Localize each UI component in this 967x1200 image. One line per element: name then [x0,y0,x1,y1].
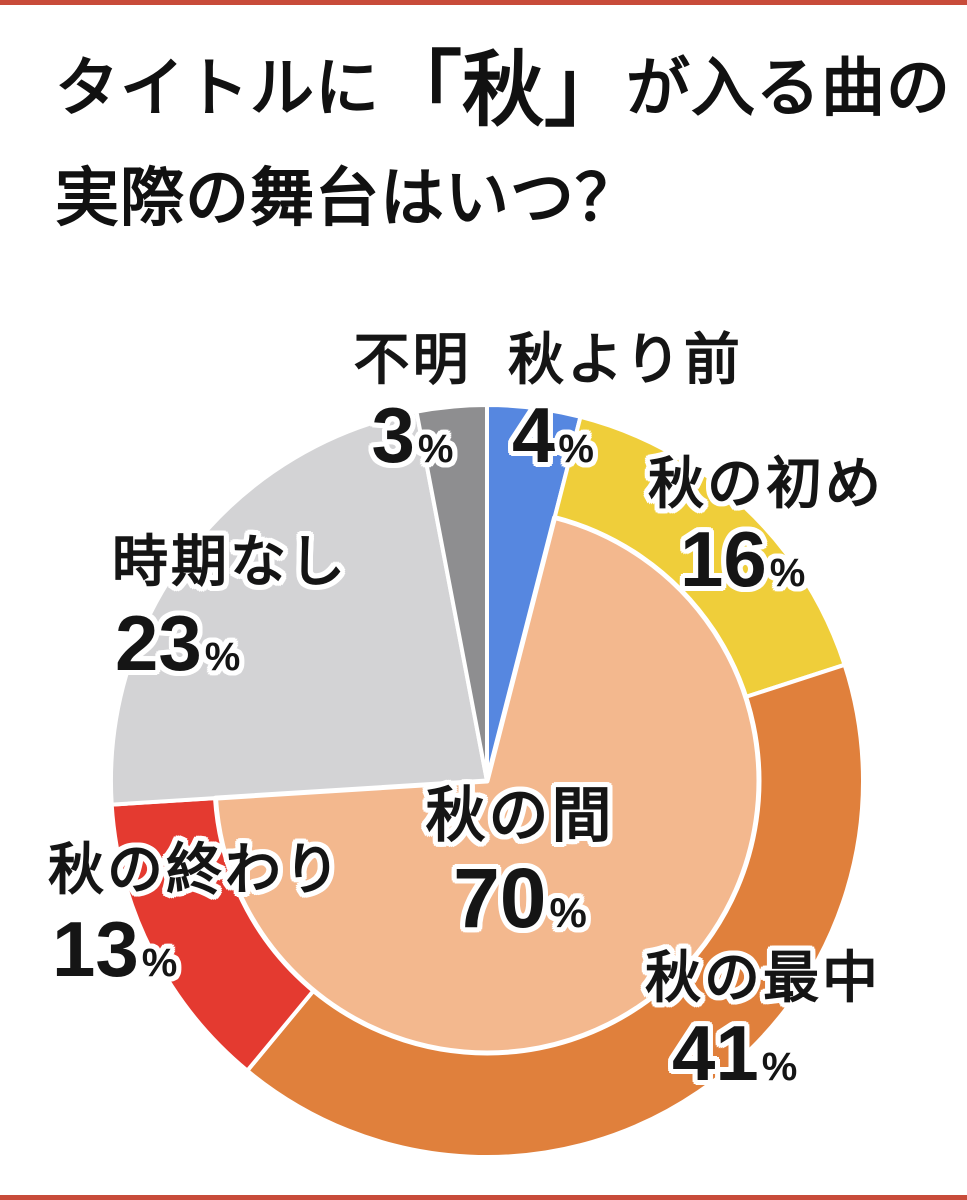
percent-sign: % [558,427,594,471]
slice-label-unknown: 不明 3% [345,328,480,479]
slice-label-late-autumn: 秋の終わり 13% [48,838,343,993]
slice-label-early-autumn: 秋の初め 16% [648,452,884,603]
percent-sign: % [141,941,178,985]
pie-overlay-sector [213,515,762,1056]
slice-label-value: 3% [371,391,454,479]
pie-slice-5 [414,403,489,783]
title-line-2: 実際の舞台はいつ？ [55,162,640,235]
slice-label-text: 秋の最中 [645,946,881,1009]
slice-label-text: 秋の間 [425,782,615,849]
title-part-1: タイトルに [55,52,380,124]
title-part-emphasis: 「秋」 [380,45,627,136]
slice-label-value: 23% [115,599,241,687]
slice-label-text: 秋の初め [648,452,884,515]
pie-slice-4 [109,409,489,807]
percent-sign: % [549,889,587,936]
title-part-2: が入る曲の [626,52,952,124]
slice-label-text: 秋の終わり [48,838,343,901]
slice-label-value: 70% [453,851,587,945]
slice-label-value: 41% [672,1009,798,1097]
decorative-border-bottom [0,1195,967,1200]
slice-label-value: 13% [52,905,178,993]
slice-label-mid-autumn: 秋の最中 41% [645,946,881,1097]
page-title: タイトルに「秋」が入る曲の実際の舞台はいつ？ [55,30,951,246]
percent-sign: % [769,551,806,595]
slice-label-text: 秋より前 [508,328,743,391]
decorative-border-top [0,0,967,5]
slice-label-value: 16% [680,515,806,603]
percent-sign: % [761,1045,798,1089]
percent-sign: % [417,427,454,471]
slice-label-text: 不明 [353,328,472,391]
slice-label-no-season: 時期なし 23% [112,530,348,687]
slice-label-value: 4% [512,391,594,479]
slice-label-before-autumn: 秋より前 4% [508,328,743,479]
percent-sign: % [204,635,241,679]
slice-label-during-autumn: 秋の間 70% [355,782,685,945]
slice-label-text: 時期なし [112,530,348,593]
